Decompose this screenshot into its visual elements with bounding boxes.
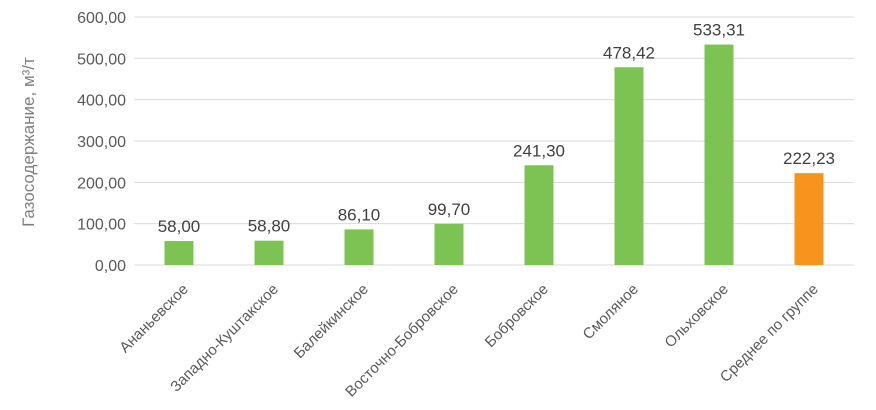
- bar: [794, 173, 824, 265]
- y-tick-label: 200,00: [77, 175, 126, 192]
- bar: [524, 165, 554, 265]
- bar: [434, 223, 464, 265]
- x-tick-label: Балейкинское: [291, 281, 372, 362]
- data-label: 86,10: [338, 205, 381, 224]
- y-tick-label: 0,00: [95, 258, 126, 275]
- data-label: 222,23: [783, 149, 835, 168]
- data-label: 478,42: [603, 43, 655, 62]
- y-axis-ticks: 0,00 100,00 200,00 300,00 400,00 500,00 600,00: [77, 10, 126, 275]
- data-label: 533,31: [693, 21, 745, 40]
- gridlines: [134, 16, 854, 266]
- x-tick-label: Ананьевское: [116, 281, 192, 357]
- x-tick-label: Среднее по группе: [717, 281, 822, 386]
- x-tick-label: Смоляное: [580, 281, 642, 343]
- bar: [344, 229, 374, 265]
- bar: [164, 241, 194, 265]
- y-tick-label: 100,00: [77, 217, 126, 234]
- data-labels: 58,00 58,80 86,10 99,70 241,30 478,42 533,31 22…: [158, 21, 835, 236]
- bar: [704, 44, 734, 265]
- y-tick-label: 400,00: [77, 93, 126, 110]
- bar: [614, 67, 644, 265]
- data-label: 58,00: [158, 217, 201, 236]
- x-tick-label: Ольховское: [661, 281, 731, 351]
- x-tick-label: Бобровское: [482, 281, 552, 351]
- y-tick-label: 500,00: [77, 51, 126, 68]
- y-axis-title: Газосодержание, м³/т: [19, 57, 38, 227]
- bars: [164, 44, 824, 265]
- data-label: 58,80: [248, 217, 291, 236]
- y-tick-label: 300,00: [77, 134, 126, 151]
- data-label: 241,30: [513, 141, 565, 160]
- bar: [254, 240, 284, 265]
- data-label: 99,70: [428, 200, 471, 219]
- y-tick-label: 600,00: [77, 10, 126, 27]
